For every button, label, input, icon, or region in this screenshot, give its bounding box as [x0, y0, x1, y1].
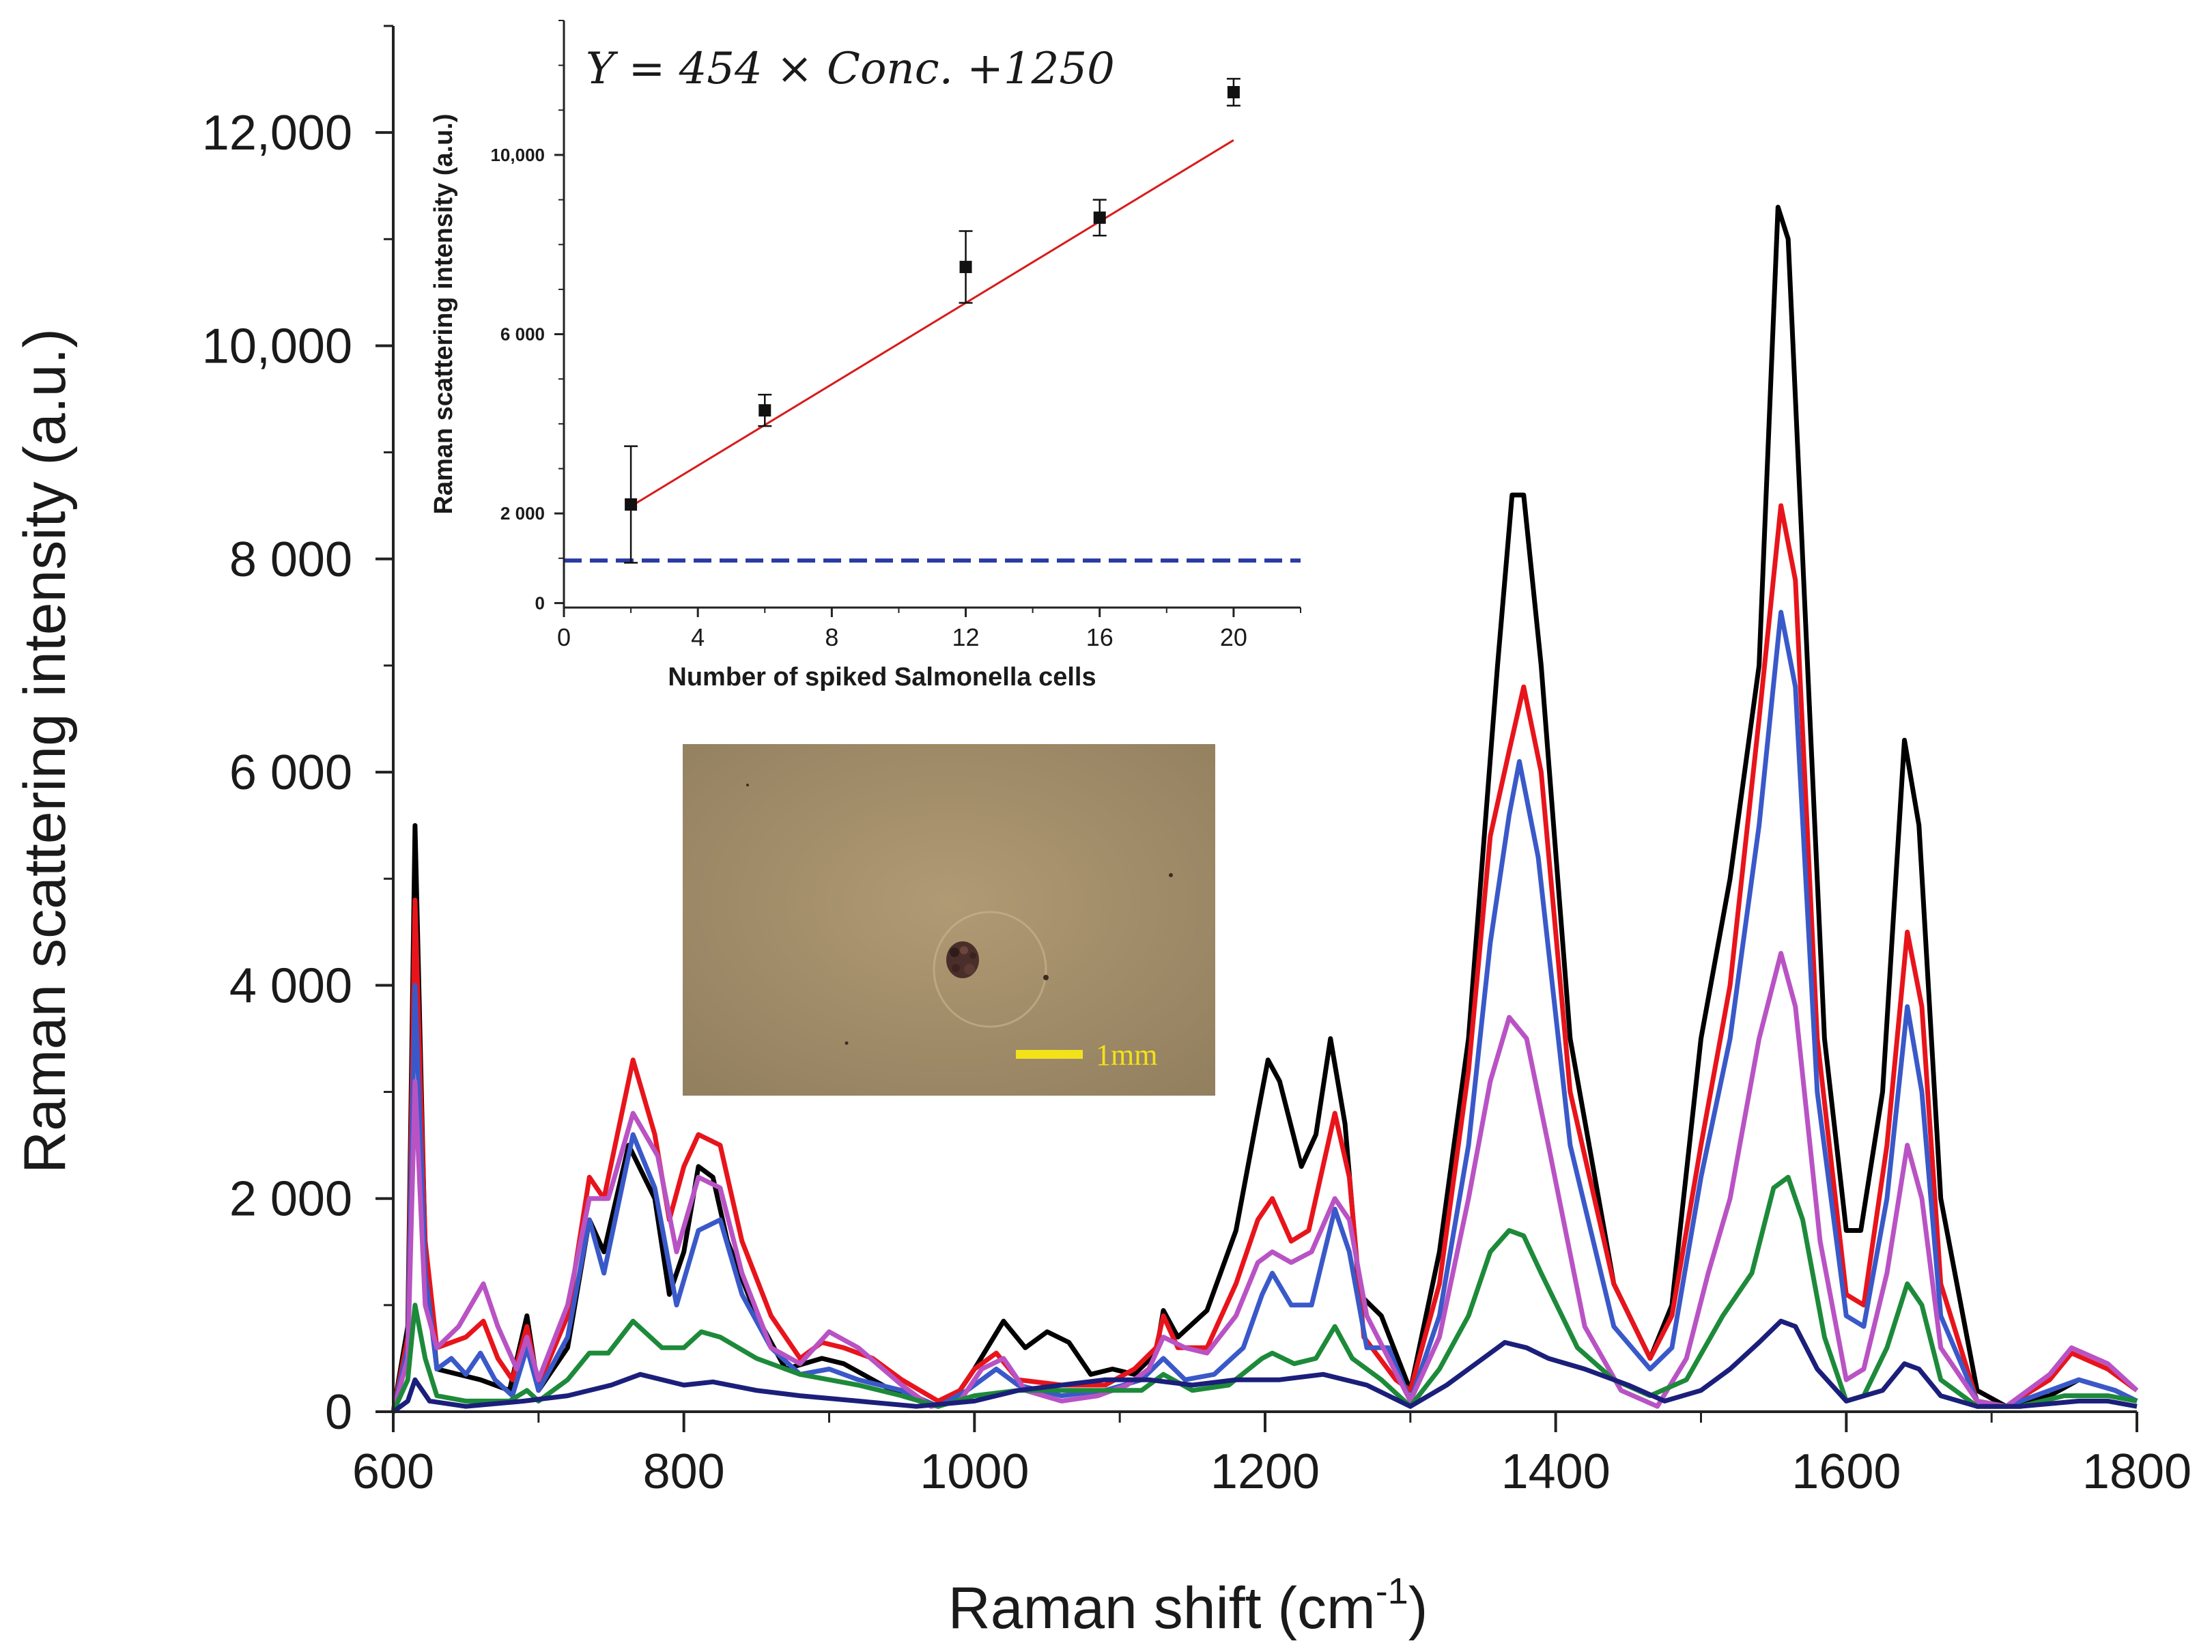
- inset-chart: 0 2 000 6 000 10,000 0 4 8 12 16 20 Y = 454 × Con…: [429, 20, 1309, 692]
- inset-y-tick-label: 2 000: [500, 503, 545, 524]
- main-series-group: [391, 205, 2139, 1414]
- series-line-green: [391, 1175, 2138, 1413]
- inset-y-tick-label: 6 000: [500, 324, 545, 345]
- micrograph-background: [683, 744, 1215, 1096]
- micrograph-image: 1mm: [683, 744, 1215, 1096]
- inset-x-tick-label: 0: [557, 623, 571, 651]
- y-tick-label: 8 000: [229, 532, 352, 587]
- micrograph-speck: [1043, 975, 1049, 980]
- inset-equation: Y = 454 × Conc. +1250: [586, 44, 1115, 94]
- inset-fit-line: [630, 139, 1234, 508]
- x-tick-label: 1800: [2082, 1444, 2192, 1499]
- inset-content: 0 2 000 6 000 10,000 0 4 8 12 16 20: [490, 20, 1301, 651]
- inset-background: [564, 20, 1309, 608]
- series-line-blue: [391, 610, 2138, 1412]
- x-tick-label: 800: [643, 1444, 725, 1499]
- y-tick-label: 0: [325, 1385, 352, 1440]
- y-axis-title: Raman scattering intensity (a.u.): [12, 328, 78, 1173]
- x-axis-title: Raman shift (cm-1): [948, 1571, 1428, 1641]
- micrograph-speck: [746, 784, 749, 786]
- x-tick-label: 600: [352, 1444, 434, 1499]
- inset-x-tick-label: 4: [691, 623, 705, 651]
- micrograph-scale-bar: [1016, 1050, 1083, 1059]
- micrograph-scale-label: 1mm: [1096, 1038, 1157, 1072]
- series-line-red: [391, 503, 2139, 1412]
- x-tick-label: 1200: [1210, 1444, 1320, 1499]
- inset-y-axis-title: Raman scattering intensity (a.u.): [429, 113, 458, 514]
- series-line-navy: [391, 1318, 2138, 1414]
- x-tick-label: 1400: [1501, 1444, 1611, 1499]
- micrograph-cell-cluster: [946, 941, 979, 978]
- y-tick-label: 10,000: [202, 319, 352, 373]
- y-tick-label: 2 000: [229, 1172, 352, 1227]
- inset-data-point: [625, 498, 638, 511]
- inset-y-tick-label: 0: [535, 593, 545, 613]
- x-axis-title-superscript: -1: [1376, 1571, 1408, 1612]
- micrograph-speck: [1169, 873, 1173, 877]
- x-tick-label: 1600: [1791, 1444, 1901, 1499]
- inset-data-point: [758, 404, 771, 417]
- inset-y-tick-label: 10,000: [490, 145, 545, 165]
- micrograph-speck: [845, 1041, 849, 1045]
- inset-data-point: [1227, 86, 1240, 99]
- inset-x-tick-label: 8: [825, 623, 838, 651]
- inset-data-point: [1093, 211, 1106, 224]
- inset-x-tick-label: 16: [1086, 623, 1114, 651]
- y-tick-label: 12,000: [202, 106, 352, 160]
- inset-x-tick-label: 20: [1220, 623, 1247, 651]
- x-tick-label: 1000: [920, 1444, 1029, 1499]
- micrograph-droplet-ring: [933, 911, 1047, 1028]
- series-line-magenta: [391, 951, 2139, 1412]
- inset-x-axis-title: Number of spiked Salmonella cells: [668, 663, 1096, 692]
- inset-x-tick-label: 12: [952, 623, 980, 651]
- y-tick-label: 4 000: [229, 958, 352, 1013]
- inset-data-point: [959, 261, 972, 274]
- y-tick-label: 6 000: [229, 745, 352, 800]
